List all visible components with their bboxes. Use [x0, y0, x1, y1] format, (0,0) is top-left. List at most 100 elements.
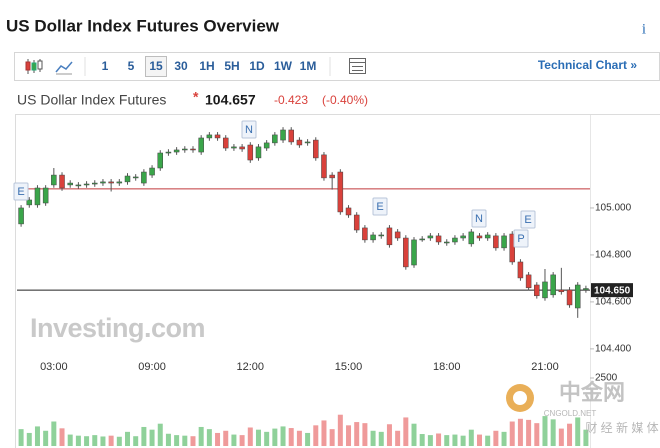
x-tick-label: 18:00	[433, 361, 461, 373]
candle-body	[386, 227, 393, 246]
candle-body	[493, 235, 499, 249]
volume-bar	[411, 423, 417, 446]
x-tick-label: 09:00	[138, 361, 166, 373]
volume-bar	[534, 423, 540, 446]
volume-bar	[329, 429, 335, 446]
candle-body	[509, 233, 515, 263]
last-price-label: 104.650	[594, 285, 631, 296]
event-flag-label[interactable]: N	[245, 124, 253, 136]
interval-button[interactable]: 1M	[300, 59, 317, 73]
volume-bar	[321, 420, 327, 446]
volume-bar	[362, 423, 368, 446]
event-flag-label[interactable]: E	[17, 186, 24, 198]
interval-button[interactable]: 30	[174, 59, 188, 73]
volume-bar	[542, 416, 548, 446]
volume-bar	[452, 434, 458, 446]
event-flag[interactable]	[513, 229, 529, 248]
interval-button[interactable]: 5H	[224, 59, 239, 73]
volume-bar	[239, 435, 245, 446]
volume-bar	[313, 425, 319, 446]
technical-chart-link[interactable]: Technical Chart »	[538, 58, 637, 72]
event-flag-label[interactable]: E	[376, 201, 383, 213]
volume-bar	[296, 430, 302, 446]
x-tick-label: 15:00	[335, 361, 363, 373]
candle-body	[165, 151, 172, 154]
event-flag-label[interactable]: P	[517, 233, 524, 245]
candle-body	[304, 141, 311, 144]
event-flag[interactable]	[520, 210, 536, 229]
candle-body	[198, 137, 204, 153]
event-flag[interactable]	[372, 197, 388, 216]
candle-body	[378, 234, 385, 237]
candle-body	[534, 284, 540, 297]
candle-body	[288, 129, 294, 143]
candle-body	[190, 148, 196, 151]
info-badge[interactable]	[636, 21, 652, 37]
last-price-box	[591, 283, 633, 298]
event-flag[interactable]	[471, 209, 487, 228]
quote-marker: *	[193, 89, 199, 105]
candle-body	[239, 146, 245, 150]
interval-button[interactable]: 1W	[274, 59, 293, 73]
volume-bar	[108, 435, 114, 446]
volume-bar	[419, 434, 425, 446]
x-tick-label: 12:00	[237, 361, 265, 373]
volume-bar	[583, 429, 589, 446]
interval-button[interactable]: 1D	[249, 59, 265, 73]
interval-button[interactable]: 1	[102, 59, 109, 73]
candle-body	[108, 181, 114, 184]
candle-body	[321, 154, 327, 179]
interval-button[interactable]: 15	[149, 59, 163, 73]
interval-button[interactable]: 1H	[199, 59, 214, 73]
candle-body	[427, 235, 434, 239]
x-tick-label: 03:00	[40, 361, 68, 373]
candle-body	[206, 134, 213, 139]
candle-body	[214, 134, 221, 139]
volume-bar	[558, 428, 564, 446]
candle-body	[255, 146, 262, 159]
instrument-name: US Dollar Index Futures	[17, 92, 166, 108]
candle-body	[345, 207, 352, 216]
candle-body	[100, 181, 106, 184]
event-flag[interactable]	[241, 120, 257, 139]
event-flag[interactable]	[13, 182, 29, 201]
volume-bar	[100, 436, 106, 446]
interval-button[interactable]: 5	[128, 59, 135, 73]
y-tick-label: 104.600	[595, 297, 632, 308]
candle-body	[501, 235, 507, 249]
volume-bar	[403, 417, 409, 446]
line-icon[interactable]	[55, 61, 73, 75]
volume-bar	[149, 429, 155, 446]
candle-body	[337, 171, 344, 213]
info-icon[interactable]: i	[642, 21, 646, 37]
volume-bar	[509, 421, 515, 446]
candle-body	[67, 182, 73, 186]
volume-bar	[190, 436, 196, 446]
candle-body	[263, 142, 270, 149]
volume-bar	[305, 432, 311, 446]
volume-bar	[247, 427, 253, 446]
volume-bar	[493, 430, 499, 446]
table-icon[interactable]	[349, 58, 366, 74]
volume-bar	[386, 424, 392, 446]
event-flag-label[interactable]: N	[475, 213, 483, 225]
candle-icon[interactable]	[25, 59, 43, 74]
volume-bar	[43, 430, 49, 446]
volume-bar	[567, 423, 573, 446]
volume-bar	[255, 429, 261, 446]
event-flag-label[interactable]: E	[524, 214, 531, 226]
candle-body	[411, 239, 417, 266]
interval-active-box[interactable]	[145, 56, 167, 77]
candle-body	[313, 139, 319, 159]
price-change: -0.423	[274, 93, 308, 107]
candle-body	[124, 175, 131, 183]
volume-bar	[337, 414, 343, 446]
y-tick-label: 104.400	[595, 344, 632, 355]
volume-bar	[75, 435, 81, 446]
candle-body	[435, 235, 442, 243]
percent-change: (-0.40%)	[322, 93, 368, 107]
last-price: 104.657	[205, 92, 256, 108]
stamp-name: 中金网	[559, 380, 625, 405]
candle-body	[566, 289, 573, 306]
page-title: US Dollar Index Futures Overview	[6, 16, 280, 35]
